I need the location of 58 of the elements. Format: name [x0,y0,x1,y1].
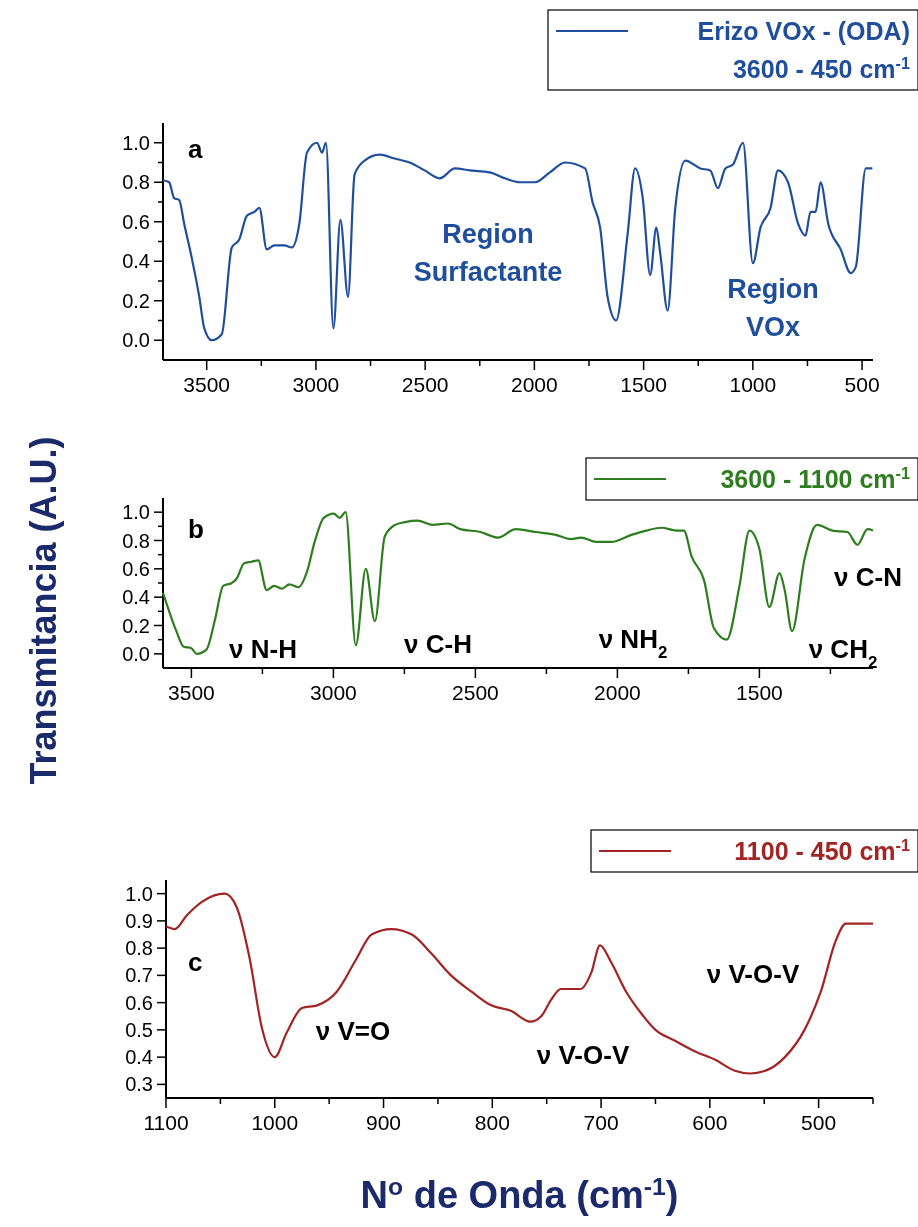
x-tick-label: 3500 [168,681,215,704]
y-tick-label: 1.0 [122,131,150,154]
line-series [161,141,874,342]
annotation: ν C-N [834,562,902,592]
annotation: ν V=O [315,1016,391,1046]
x-tick-label: 2000 [511,373,558,396]
y-tick-label: 0.2 [122,289,150,312]
x-tick-label: 800 [474,1111,510,1134]
text: Erizo VOx - (ODA) 3600 - 450 cm$^{-1}$ [697,17,910,83]
y-tick-label: 0.0 [122,642,150,665]
x-tick-label: 700 [583,1111,619,1134]
annotation: ν V-O-V [536,1040,630,1070]
y-tick-label: 0.0 [122,329,150,352]
x-tick-label: 2500 [452,681,499,704]
annotation: a [188,134,203,164]
y-tick-label: 0.7 [125,964,153,987]
x-tick-label: 1000 [251,1111,299,1134]
annotation: Region VOx [727,274,819,342]
x-axis-title: N$^{o}$ de Onda (cm$^{-1}$) [360,1172,679,1216]
x-tick-label: 2500 [401,373,449,396]
y-tick-label: 0.6 [125,991,153,1014]
x-tick-label: 1500 [736,681,783,704]
x-tick-label: 3000 [310,681,357,704]
x-tick-label: 1500 [620,373,667,396]
annotation: ν C-H [404,629,472,659]
y-tick-label: 0.4 [122,586,150,609]
y-tick-label: 0.6 [122,210,150,233]
y-tick-label: 0.8 [122,529,150,552]
y-tick-label: 1.0 [122,501,150,524]
x-tick-label: 1100 [143,1111,189,1134]
y-axis-title: Transmitancia (A.U.) [23,436,64,785]
x-tick-label: 500 [844,373,880,396]
y-tick-label: 0.4 [122,250,150,273]
y-tick-label: 0.3 [125,1073,153,1096]
y-tick-label: 1.0 [125,882,153,905]
line-series [164,892,875,1075]
x-tick-label: 1000 [729,373,777,396]
legend-label: 3600 - 1100 cm$^{-1}$ [720,464,910,493]
annotation: Region Surfactante [413,219,563,287]
annotation: ν V-O-V [706,959,800,989]
x-tick-label: 3000 [292,373,340,396]
annotation: b [188,514,204,544]
x-tick-label: 500 [801,1111,837,1134]
text: 1100 - 450 cm$^{-1}$ [734,836,910,865]
x-tick-label: 2000 [594,681,641,704]
annotation: ν NH$_{2}$ [598,624,668,662]
x-tick-label: 600 [692,1111,728,1134]
y-tick-label: 0.5 [125,1018,153,1041]
annotation: c [188,947,203,977]
y-tick-label: 0.8 [125,937,153,960]
y-tick-label: 0.4 [125,1046,153,1069]
y-tick-label: 0.8 [122,171,150,194]
x-tick-label: 900 [366,1111,402,1134]
y-tick-label: 0.6 [122,557,150,580]
annotation: ν N-H [229,634,297,664]
x-tick-label: 3500 [183,373,231,396]
y-tick-label: 0.9 [125,909,153,932]
y-tick-label: 0.2 [122,614,150,637]
